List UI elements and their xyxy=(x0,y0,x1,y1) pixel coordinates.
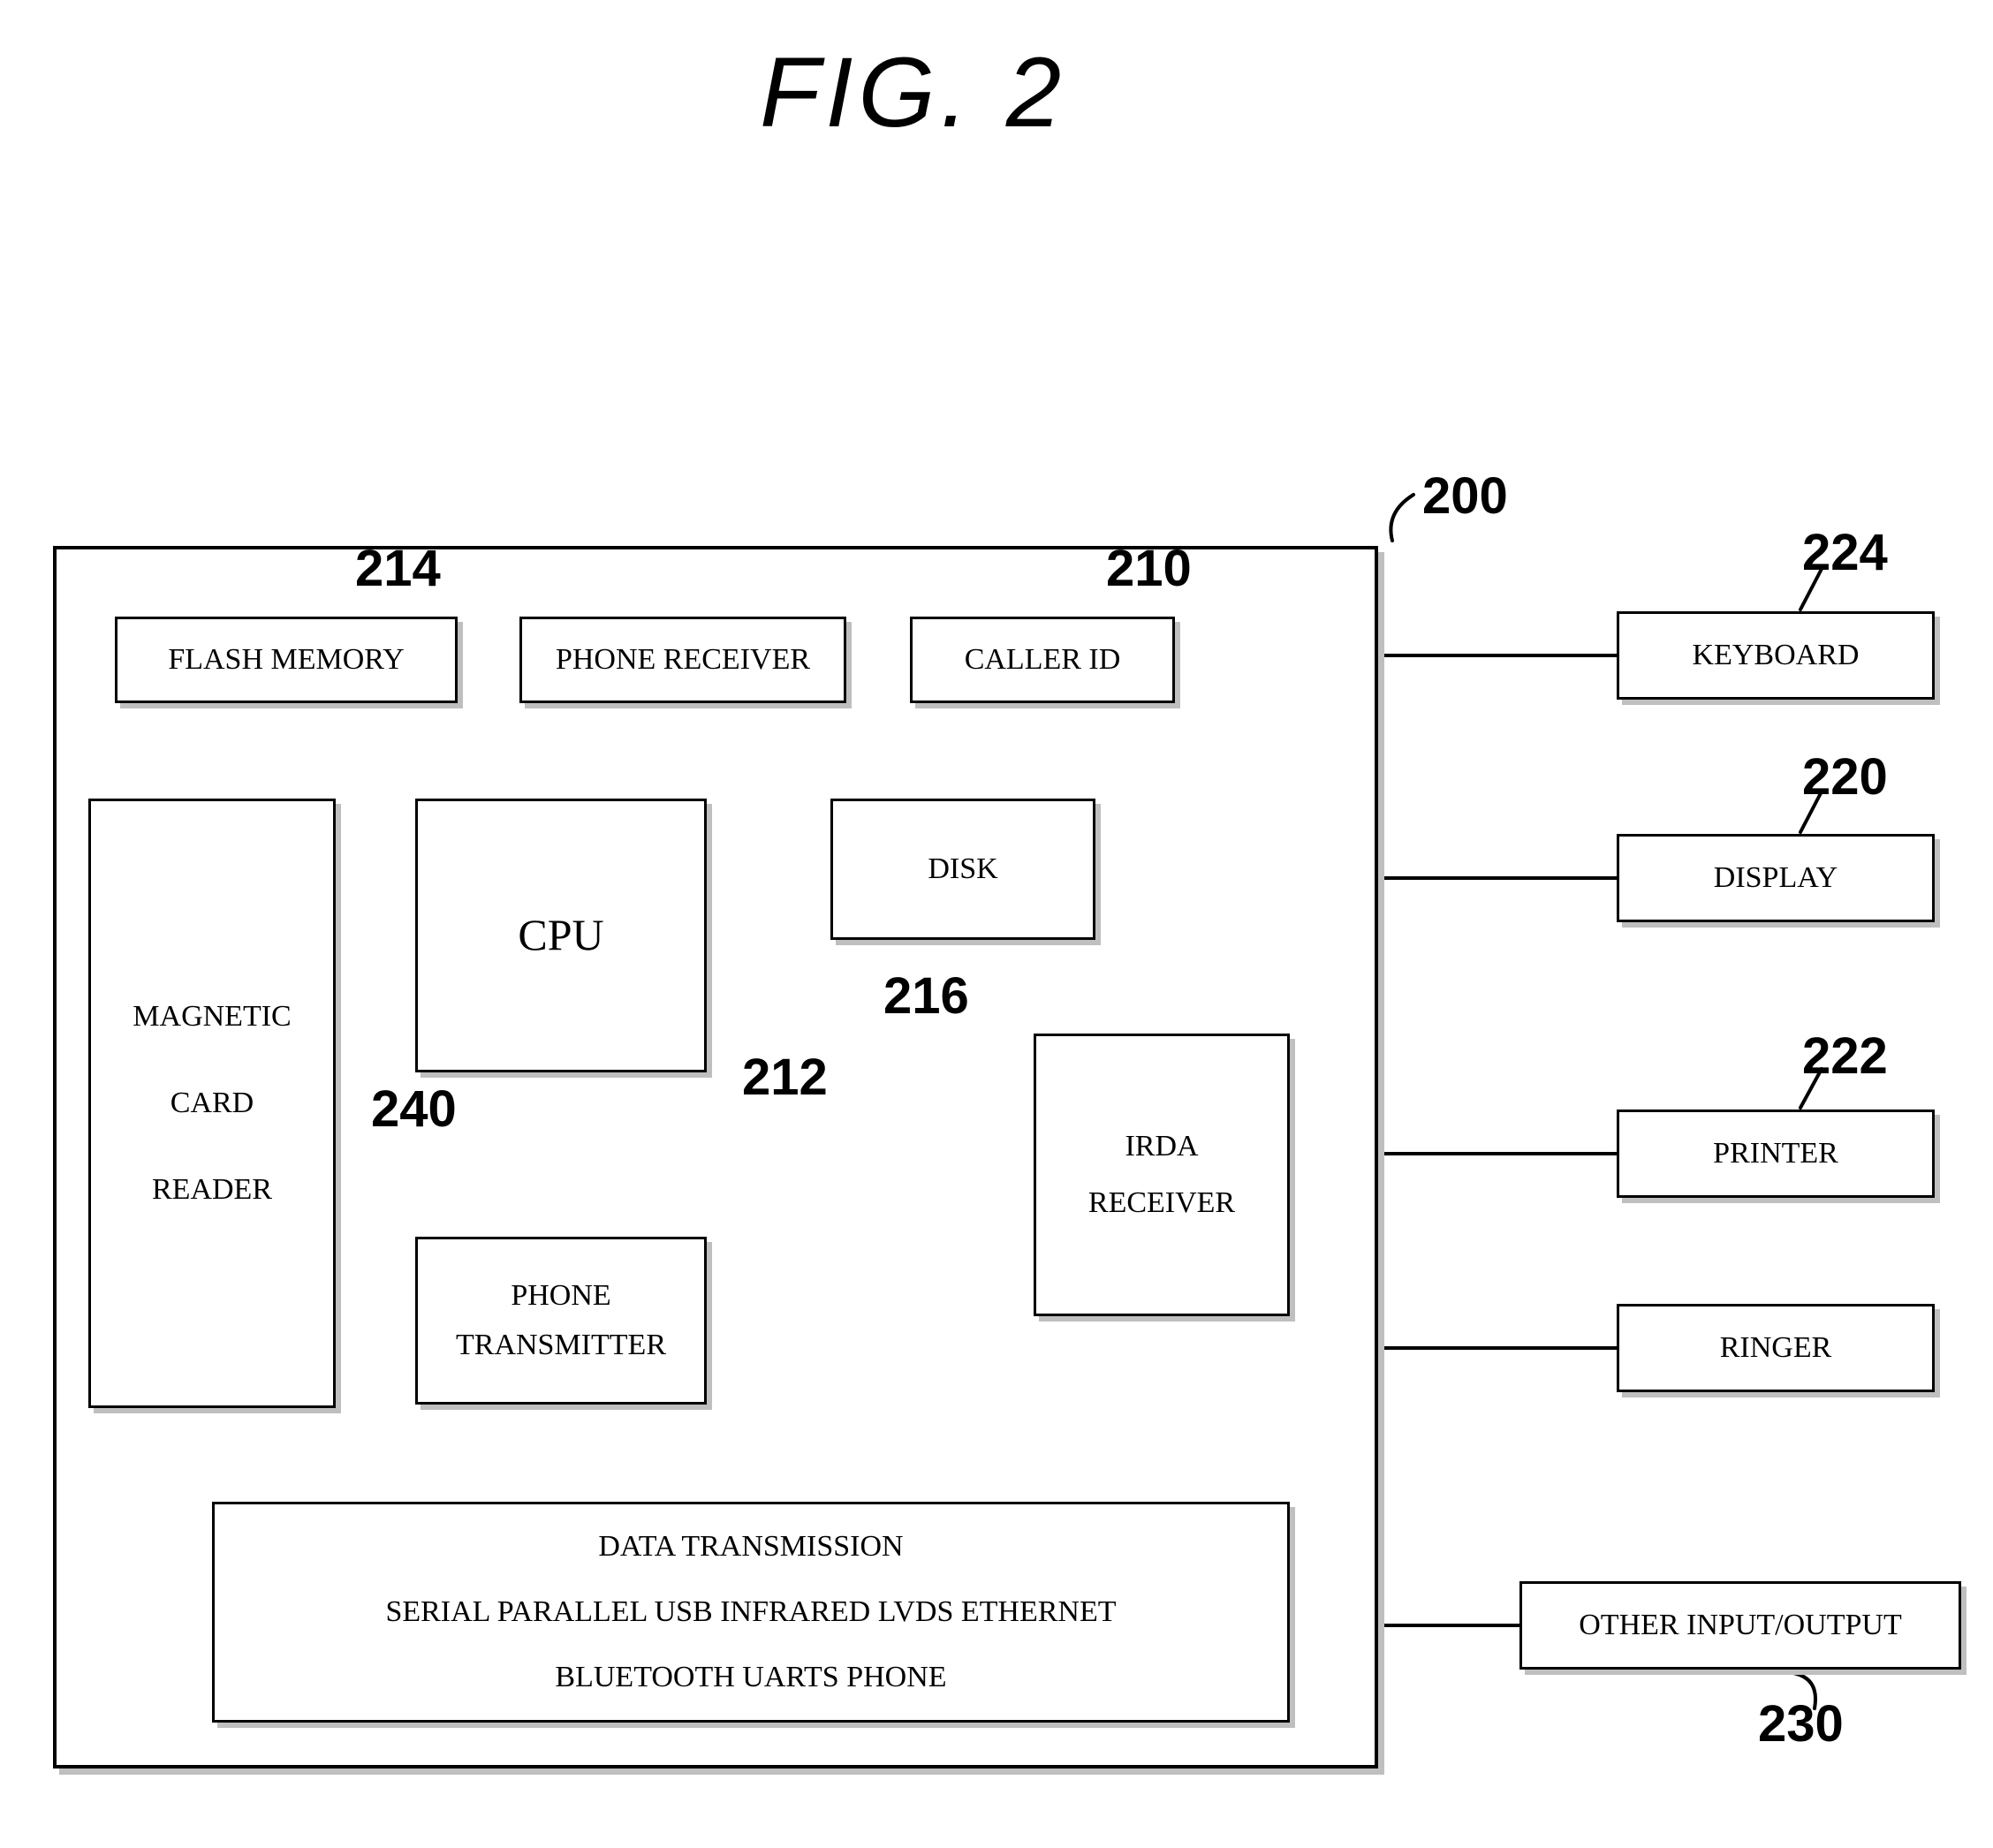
mag-card-line2: CARD xyxy=(133,1083,291,1124)
data-tx-line3: BLUETOOTH UARTS PHONE xyxy=(385,1657,1116,1698)
ref-label-240: 240 xyxy=(371,1079,457,1139)
data-transmission-block: DATA TRANSMISSION SERIAL PARALLEL USB IN… xyxy=(212,1502,1290,1723)
irda-line2: RECEIVER xyxy=(1088,1183,1235,1223)
ref-label-222: 222 xyxy=(1802,1026,1888,1086)
magnetic-card-reader-block: MAGNETIC CARD READER xyxy=(88,799,336,1408)
ref-label-200: 200 xyxy=(1422,466,1508,526)
printer-block: PRINTER xyxy=(1617,1110,1935,1198)
phone-tx-line2: TRANSMITTER xyxy=(456,1325,666,1366)
phone-receiver-block: PHONE RECEIVER xyxy=(519,617,846,703)
flash-memory-block: FLASH MEMORY xyxy=(115,617,458,703)
irda-line1: IRDA xyxy=(1088,1126,1235,1167)
caller-id-block: CALLER ID xyxy=(910,617,1175,703)
ringer-block: RINGER xyxy=(1617,1304,1935,1392)
data-tx-line1: DATA TRANSMISSION xyxy=(385,1526,1116,1567)
data-tx-line2: SERIAL PARALLEL USB INFRARED LVDS ETHERN… xyxy=(385,1592,1116,1632)
ref-label-210: 210 xyxy=(1106,539,1192,598)
ref-label-224: 224 xyxy=(1802,523,1888,582)
phone-tx-line1: PHONE xyxy=(456,1276,666,1316)
mag-card-line1: MAGNETIC xyxy=(133,996,291,1037)
ref-label-220: 220 xyxy=(1802,747,1888,807)
disk-block: DISK xyxy=(830,799,1095,940)
ref-label-230: 230 xyxy=(1758,1694,1844,1753)
figure-title: FIG. 2 xyxy=(760,35,1066,149)
display-block: DISPLAY xyxy=(1617,834,1935,922)
other-io-block: OTHER INPUT/OUTPUT xyxy=(1519,1581,1961,1670)
ref-label-216: 216 xyxy=(883,966,969,1026)
irda-receiver-block: IRDA RECEIVER xyxy=(1034,1034,1290,1316)
cpu-block: CPU xyxy=(415,799,707,1072)
ref-label-212: 212 xyxy=(742,1048,828,1107)
ref-label-214: 214 xyxy=(355,539,441,598)
phone-transmitter-block: PHONE TRANSMITTER xyxy=(415,1237,707,1405)
keyboard-block: KEYBOARD xyxy=(1617,611,1935,700)
mag-card-line3: READER xyxy=(133,1170,291,1210)
